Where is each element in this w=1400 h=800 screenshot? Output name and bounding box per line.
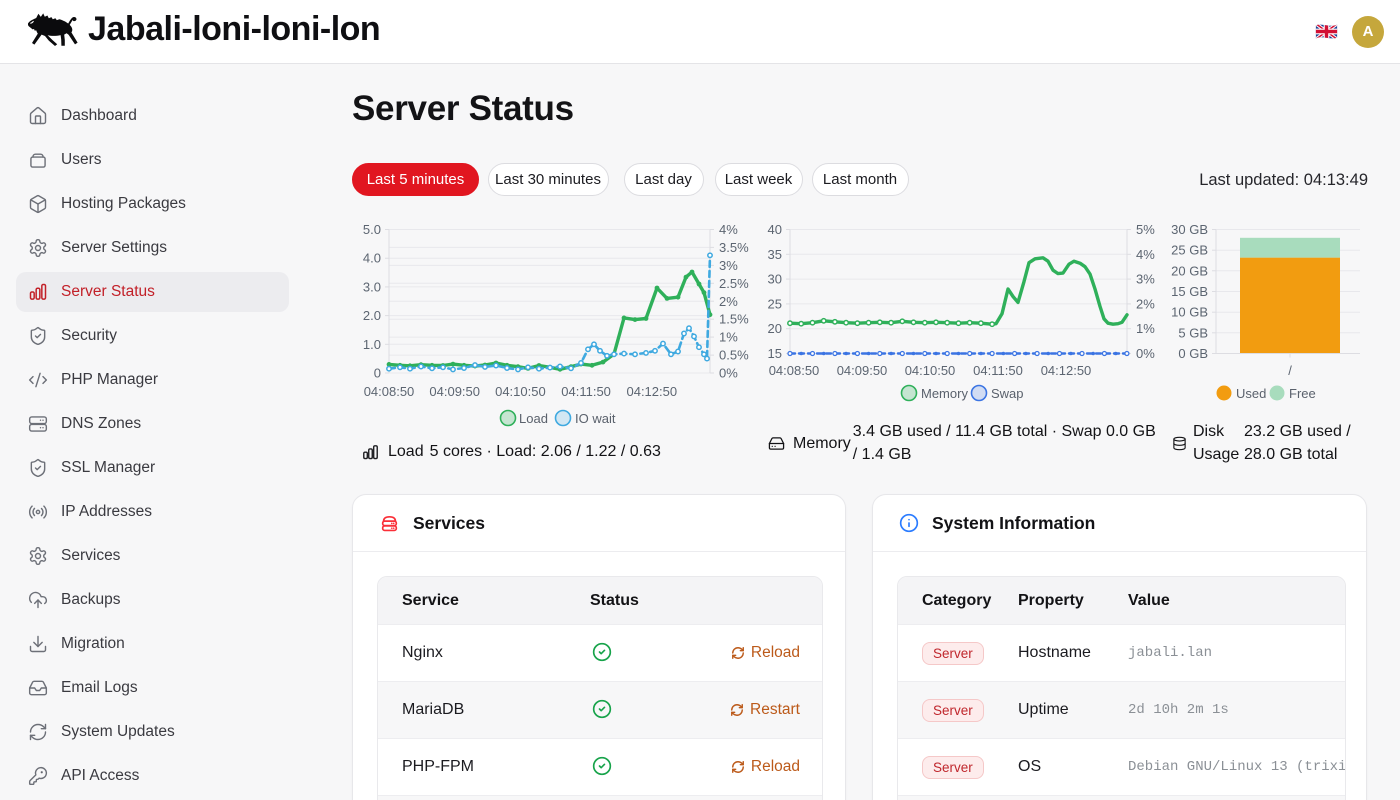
svg-text:5 GB: 5 GB [1178,325,1208,340]
svg-text:4%: 4% [719,222,738,237]
svg-text:20 GB: 20 GB [1171,263,1208,278]
svg-text:10 GB: 10 GB [1171,305,1208,320]
svg-text:Swap: Swap [991,386,1024,401]
svg-text:/: / [1288,363,1292,378]
svg-text:Free: Free [1289,386,1316,401]
svg-text:2%: 2% [1136,296,1155,311]
svg-text:2.0: 2.0 [363,308,381,323]
svg-text:2%: 2% [719,294,738,309]
svg-text:Used: Used [1236,386,1266,401]
svg-text:15: 15 [768,346,782,361]
svg-text:IO wait: IO wait [575,411,616,426]
svg-text:5%: 5% [1136,222,1155,237]
svg-text:25: 25 [768,296,782,311]
svg-text:0.5%: 0.5% [719,348,749,363]
svg-text:1%: 1% [1136,321,1155,336]
svg-text:04:12:50: 04:12:50 [626,384,677,399]
svg-text:30: 30 [768,272,782,287]
svg-text:1.5%: 1.5% [719,312,749,327]
svg-text:1.0: 1.0 [363,337,381,352]
svg-text:Memory: Memory [921,386,968,401]
svg-text:0 GB: 0 GB [1178,346,1208,361]
svg-text:3.5%: 3.5% [719,240,749,255]
svg-text:04:08:50: 04:08:50 [364,384,415,399]
svg-text:0%: 0% [1136,346,1155,361]
svg-text:4.0: 4.0 [363,251,381,266]
svg-text:0%: 0% [719,366,738,381]
svg-text:0: 0 [374,366,381,381]
svg-text:04:08:50: 04:08:50 [769,363,820,378]
svg-text:04:11:50: 04:11:50 [561,384,611,399]
svg-text:5.0: 5.0 [363,222,381,237]
svg-text:25 GB: 25 GB [1171,243,1208,258]
svg-text:04:12:50: 04:12:50 [1041,363,1092,378]
svg-text:3%: 3% [719,258,738,273]
svg-text:3%: 3% [1136,272,1155,287]
svg-text:04:11:50: 04:11:50 [973,363,1023,378]
svg-text:30 GB: 30 GB [1171,222,1208,237]
svg-text:04:10:50: 04:10:50 [905,363,956,378]
svg-text:40: 40 [768,222,782,237]
svg-text:2.5%: 2.5% [719,276,749,291]
svg-text:04:10:50: 04:10:50 [495,384,546,399]
svg-text:04:09:50: 04:09:50 [837,363,888,378]
svg-text:Load: Load [519,411,548,426]
svg-text:15 GB: 15 GB [1171,284,1208,299]
svg-text:35: 35 [768,247,782,262]
svg-text:1%: 1% [719,330,738,345]
svg-text:20: 20 [768,321,782,336]
svg-text:4%: 4% [1136,247,1155,262]
svg-text:04:09:50: 04:09:50 [429,384,480,399]
svg-text:3.0: 3.0 [363,279,381,294]
